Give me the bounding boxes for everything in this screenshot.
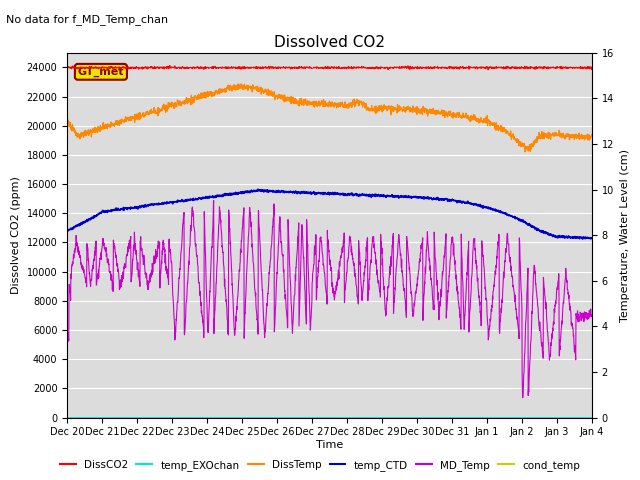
- Text: No data for f_MD_Temp_chan: No data for f_MD_Temp_chan: [6, 14, 168, 25]
- Y-axis label: Temperature, Water Level (cm): Temperature, Water Level (cm): [620, 149, 630, 322]
- X-axis label: Time: Time: [316, 440, 343, 450]
- Y-axis label: Dissolved CO2 (ppm): Dissolved CO2 (ppm): [11, 176, 21, 294]
- Legend: DissCO2, temp_EXOchan, DissTemp, temp_CTD, MD_Temp, cond_temp: DissCO2, temp_EXOchan, DissTemp, temp_CT…: [56, 456, 584, 475]
- Title: Dissolved CO2: Dissolved CO2: [274, 35, 385, 50]
- Text: GT_met: GT_met: [77, 67, 124, 77]
